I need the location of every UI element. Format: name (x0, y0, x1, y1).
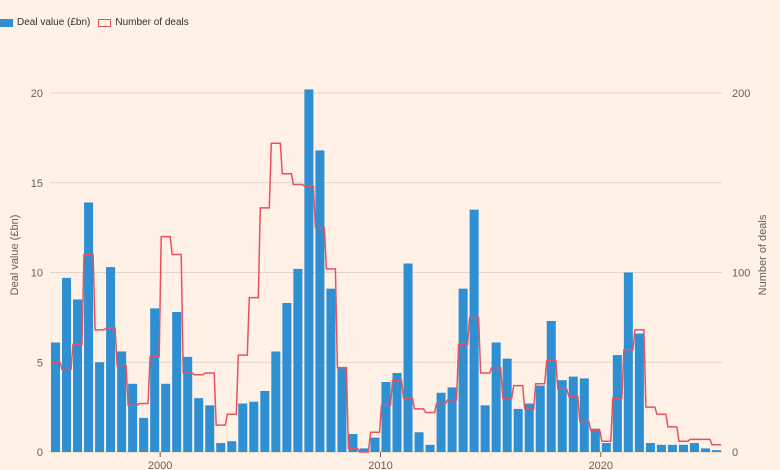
y-left-tick-label: 10 (31, 268, 43, 280)
bar (95, 362, 105, 452)
bar (689, 443, 699, 452)
bar (546, 320, 556, 452)
y-axis-left-title: Deal value (£bn) (9, 215, 21, 296)
bar (282, 303, 292, 452)
bar (117, 351, 127, 452)
legend-label-number-of-deals: Number of deals (115, 17, 189, 28)
bar (172, 311, 182, 452)
bar (678, 444, 688, 452)
bar (73, 299, 83, 452)
bar (370, 437, 380, 452)
legend-swatch-line (98, 18, 112, 27)
bar (458, 288, 468, 452)
bar (623, 272, 633, 452)
bar (150, 308, 160, 452)
bar (205, 405, 215, 452)
bar (656, 444, 666, 452)
bar (436, 392, 446, 452)
bar (381, 381, 391, 452)
bar (293, 268, 303, 452)
x-tick-label: 2000 (148, 460, 172, 470)
y-right-tick-label: 0 (732, 447, 738, 459)
y-axis-right: 0 100 200 (732, 88, 750, 459)
bar (568, 376, 578, 452)
bar (491, 342, 501, 452)
bar (535, 385, 545, 452)
line-series-number-of-deals (51, 142, 721, 453)
bar (579, 378, 589, 452)
y-left-tick-label: 15 (31, 178, 43, 190)
bar (524, 403, 534, 452)
bar (348, 434, 358, 452)
bar (128, 383, 138, 452)
y-axis-right-title: Number of deals (757, 214, 769, 295)
y-left-tick-label: 20 (31, 88, 43, 100)
bar (227, 441, 237, 452)
bar (304, 89, 314, 452)
bar (480, 405, 490, 452)
x-axis: 2000 2010 2020 (148, 452, 613, 470)
bar (249, 401, 259, 452)
bar (425, 444, 435, 452)
bar (590, 428, 600, 452)
bar (601, 443, 611, 452)
y-axis-left: 0 5 10 15 20 (31, 88, 43, 459)
y-right-tick-label: 200 (732, 88, 750, 100)
bar (260, 390, 270, 452)
bar (161, 383, 171, 452)
bar (557, 380, 567, 452)
legend-label-deal-value: Deal value (£bn) (17, 17, 91, 28)
bar (326, 288, 336, 452)
bar (359, 448, 369, 452)
bar (700, 448, 710, 452)
bar (469, 209, 479, 452)
bar (51, 342, 61, 452)
y-left-tick-label: 0 (37, 447, 43, 459)
x-tick-label: 2020 (589, 460, 613, 470)
y-left-tick-label: 5 (37, 357, 43, 369)
bar (513, 408, 523, 452)
bar (337, 367, 347, 452)
bar (194, 398, 204, 452)
bar (711, 450, 721, 452)
bar (62, 277, 72, 452)
chart-legend: Deal value (£bn) Number of deals (0, 17, 197, 28)
legend-swatch-bar (0, 18, 13, 27)
bar (315, 150, 325, 452)
bar (271, 351, 281, 452)
bar (645, 443, 655, 452)
x-tick-label: 2010 (368, 460, 392, 470)
bar (502, 358, 512, 452)
bar (216, 443, 226, 452)
bar (392, 373, 402, 452)
bar-series-deal-value (51, 89, 721, 452)
bar (238, 403, 248, 452)
bar (447, 387, 457, 452)
bar (403, 263, 413, 452)
legend-item-number-of-deals[interactable]: Number of deals (98, 17, 189, 28)
bar (414, 432, 424, 452)
bar (612, 355, 622, 452)
bar (106, 267, 116, 452)
y-right-tick-label: 100 (732, 268, 750, 280)
bar (667, 444, 677, 452)
legend-item-deal-value[interactable]: Deal value (£bn) (0, 17, 90, 28)
bar (84, 202, 94, 452)
bar (183, 356, 193, 452)
bar (634, 333, 644, 452)
bar (139, 417, 149, 452)
